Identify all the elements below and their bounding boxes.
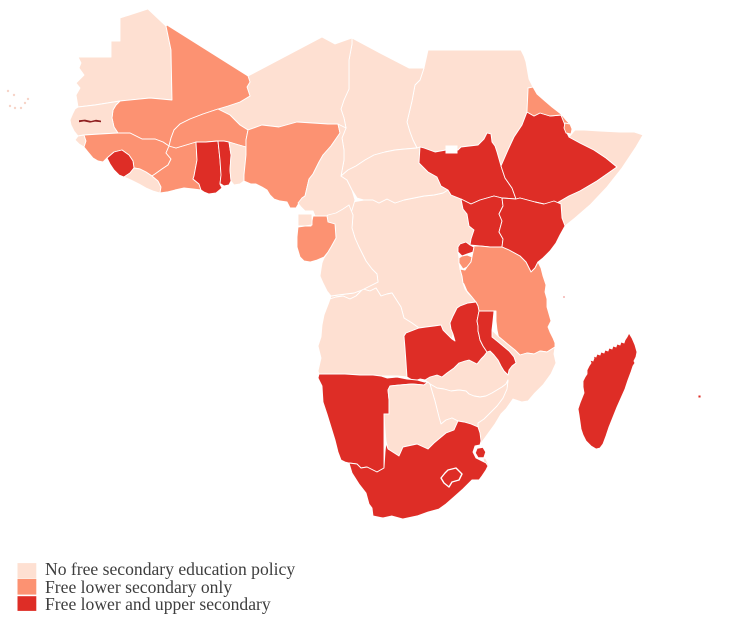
- svg-text:Free lower secondary only: Free lower secondary only: [45, 577, 232, 597]
- svg-text:Free lower and upper secondary: Free lower and upper secondary: [45, 594, 271, 614]
- svg-text:No free secondary education po: No free secondary education policy: [45, 559, 295, 579]
